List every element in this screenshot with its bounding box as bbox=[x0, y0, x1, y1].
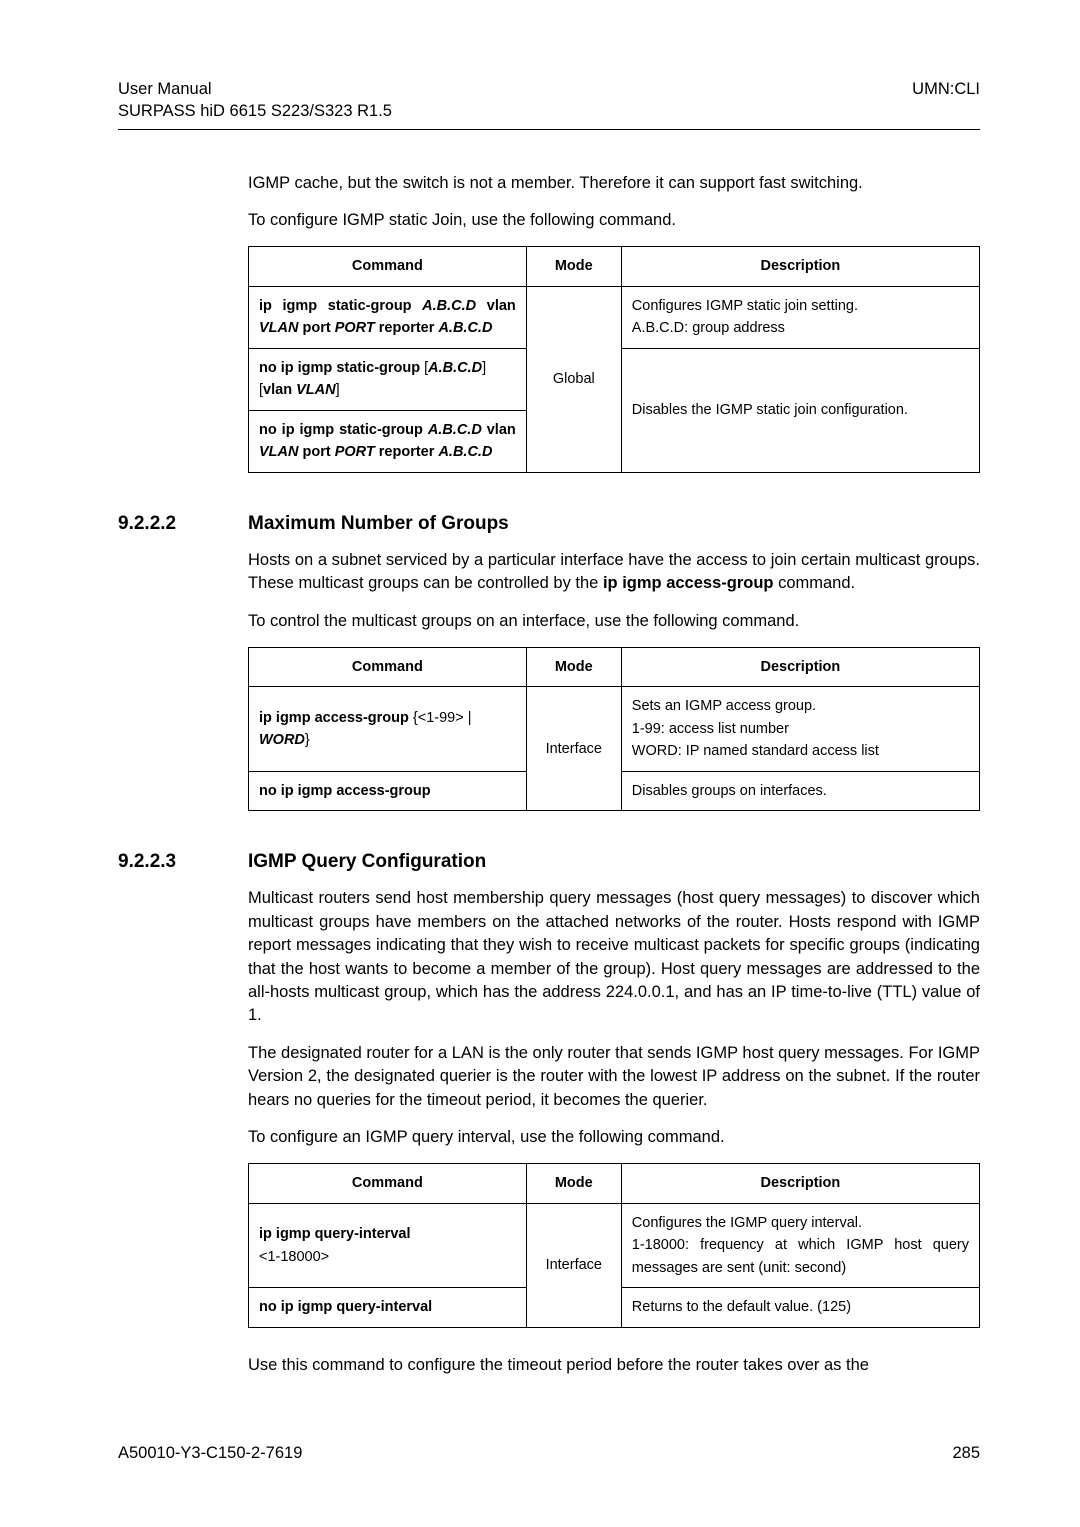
cmd-cell: no ip igmp static-group A.B.C.D vlan VLA… bbox=[249, 410, 527, 472]
header-left-line1: User Manual bbox=[118, 78, 392, 100]
th-description: Description bbox=[621, 647, 979, 686]
sec9222-para-1: Hosts on a subnet serviced by a particul… bbox=[248, 549, 980, 596]
static-join-table: Command Mode Description ip igmp static-… bbox=[248, 246, 980, 472]
desc-line: Configures the IGMP query interval. bbox=[632, 1215, 862, 1231]
table-row: ip igmp static-group A.B.C.D vlan VLAN p… bbox=[249, 286, 980, 348]
header-rule bbox=[118, 129, 980, 130]
th-description: Description bbox=[621, 1164, 979, 1203]
cmd-cell: ip igmp access-group {<1-99> | WORD} bbox=[249, 687, 527, 771]
bold-span: ip igmp access-group bbox=[603, 574, 774, 592]
table-header-row: Command Mode Description bbox=[249, 647, 980, 686]
sec9223-para-3: To configure an IGMP query interval, use… bbox=[248, 1126, 980, 1149]
section-number: 9.2.2.3 bbox=[118, 851, 248, 873]
desc-line: A.B.C.D: group address bbox=[632, 320, 785, 336]
mode-cell: Global bbox=[526, 286, 621, 472]
footer-right: 285 bbox=[952, 1444, 980, 1463]
intro-para-1: IGMP cache, but the switch is not a memb… bbox=[248, 172, 980, 195]
th-description: Description bbox=[621, 247, 979, 286]
th-mode: Mode bbox=[526, 647, 621, 686]
desc-line: Configures IGMP static join setting. bbox=[632, 298, 858, 314]
table-row: ip igmp access-group {<1-99> | WORD} Int… bbox=[249, 687, 980, 771]
section-title: Maximum Number of Groups bbox=[248, 513, 509, 535]
footer-left: A50010-Y3-C150-2-7619 bbox=[118, 1444, 302, 1463]
th-command: Command bbox=[249, 1164, 527, 1203]
desc-line: 1-18000: frequency at which IGMP host qu… bbox=[632, 1237, 969, 1275]
desc-cell: Returns to the default value. (125) bbox=[621, 1288, 979, 1327]
table-header-row: Command Mode Description bbox=[249, 247, 980, 286]
table-header-row: Command Mode Description bbox=[249, 1164, 980, 1203]
sec9223-para-2: The designated router for a LAN is the o… bbox=[248, 1042, 980, 1112]
cmd-cell: no ip igmp access-group bbox=[249, 771, 527, 810]
text-span: command. bbox=[774, 574, 856, 592]
desc-line: WORD: IP named standard access list bbox=[632, 743, 879, 759]
th-mode: Mode bbox=[526, 1164, 621, 1203]
header-right: UMN:CLI bbox=[912, 78, 980, 123]
query-interval-table: Command Mode Description ip igmp query-i… bbox=[248, 1163, 980, 1327]
page-header: User Manual SURPASS hiD 6615 S223/S323 R… bbox=[118, 78, 980, 123]
mode-cell: Interface bbox=[526, 687, 621, 811]
desc-cell: Disables the IGMP static join configurat… bbox=[621, 348, 979, 472]
sec9222-para-2: To control the multicast groups on an in… bbox=[248, 610, 980, 633]
access-group-table: Command Mode Description ip igmp access-… bbox=[248, 647, 980, 811]
desc-line: Sets an IGMP access group. bbox=[632, 698, 816, 714]
desc-cell: Disables groups on interfaces. bbox=[621, 771, 979, 810]
cmd-cell: no ip igmp static-group [A.B.C.D] [vlan … bbox=[249, 348, 527, 410]
desc-cell: Configures IGMP static join setting. A.B… bbox=[621, 286, 979, 348]
section-title: IGMP Query Configuration bbox=[248, 851, 486, 873]
closing-para: Use this command to configure the timeou… bbox=[248, 1354, 980, 1377]
th-command: Command bbox=[249, 647, 527, 686]
mode-cell: Interface bbox=[526, 1203, 621, 1327]
header-left-line2: SURPASS hiD 6615 S223/S323 R1.5 bbox=[118, 100, 392, 122]
page-footer: A50010-Y3-C150-2-7619 285 bbox=[118, 1444, 980, 1463]
cmd-cell: ip igmp query-interval<1-18000> bbox=[249, 1203, 527, 1287]
table-row: ip igmp query-interval<1-18000> Interfac… bbox=[249, 1203, 980, 1287]
desc-cell: Configures the IGMP query interval. 1-18… bbox=[621, 1203, 979, 1287]
th-mode: Mode bbox=[526, 247, 621, 286]
section-heading: 9.2.2.2 Maximum Number of Groups bbox=[118, 513, 980, 535]
intro-para-2: To configure IGMP static Join, use the f… bbox=[248, 209, 980, 232]
desc-line: 1-99: access list number bbox=[632, 721, 789, 737]
section-heading: 9.2.2.3 IGMP Query Configuration bbox=[118, 851, 980, 873]
cmd-cell: no ip igmp query-interval bbox=[249, 1288, 527, 1327]
desc-cell: Sets an IGMP access group. 1-99: access … bbox=[621, 687, 979, 771]
section-number: 9.2.2.2 bbox=[118, 513, 248, 535]
cmd-cell: ip igmp static-group A.B.C.D vlan VLAN p… bbox=[249, 286, 527, 348]
sec9223-para-1: Multicast routers send host membership q… bbox=[248, 887, 980, 1028]
th-command: Command bbox=[249, 247, 527, 286]
